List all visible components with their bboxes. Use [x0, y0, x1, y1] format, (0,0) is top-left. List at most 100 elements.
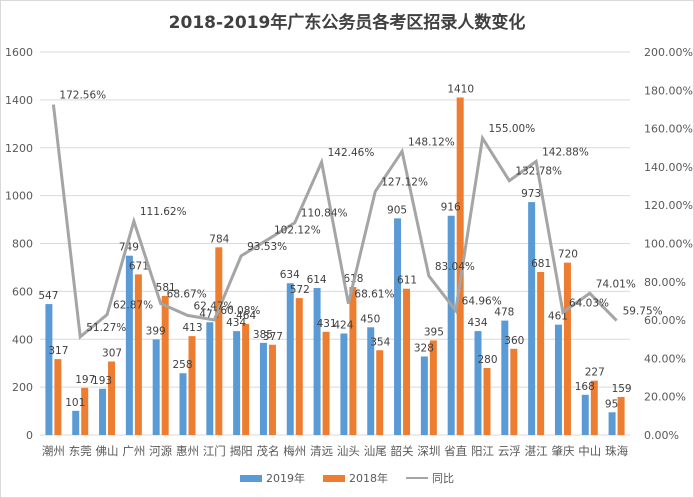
svg-text:399: 399 — [146, 325, 166, 337]
legend-2019: 2019年 — [240, 470, 305, 486]
svg-text:深圳: 深圳 — [417, 444, 440, 458]
svg-text:83.04%: 83.04% — [435, 261, 475, 273]
svg-text:258: 258 — [172, 359, 192, 371]
svg-text:1410: 1410 — [447, 83, 474, 95]
svg-text:51.27%: 51.27% — [86, 322, 126, 334]
svg-text:74.01%: 74.01% — [596, 278, 636, 290]
svg-text:784: 784 — [209, 233, 229, 245]
svg-text:424: 424 — [333, 320, 353, 332]
svg-text:905: 905 — [387, 204, 407, 216]
svg-text:江门: 江门 — [203, 444, 226, 458]
svg-text:160.00%: 160.00% — [644, 123, 693, 136]
svg-text:68.61%: 68.61% — [354, 289, 394, 301]
svg-text:572: 572 — [290, 284, 310, 296]
svg-text:611: 611 — [397, 275, 417, 287]
chart-title: 2018-2019年广东公务员各考区招录人数变化 — [168, 13, 526, 33]
svg-text:潮州: 潮州 — [42, 444, 65, 458]
svg-text:111.62%: 111.62% — [140, 206, 187, 218]
svg-text:64.96%: 64.96% — [462, 296, 502, 308]
svg-text:464: 464 — [236, 310, 256, 322]
svg-text:100.00%: 100.00% — [644, 238, 693, 251]
svg-text:101: 101 — [65, 397, 85, 409]
svg-text:148.12%: 148.12% — [408, 136, 455, 148]
svg-text:614: 614 — [307, 274, 327, 286]
svg-text:95: 95 — [605, 398, 618, 410]
svg-text:127.12%: 127.12% — [381, 177, 428, 189]
svg-text:0: 0 — [26, 429, 33, 442]
svg-text:揭阳: 揭阳 — [230, 444, 253, 458]
svg-text:64.03%: 64.03% — [569, 297, 609, 309]
svg-text:360: 360 — [504, 335, 524, 347]
svg-text:132.78%: 132.78% — [515, 166, 562, 178]
svg-text:汕尾: 汕尾 — [364, 444, 387, 458]
legend-line-yoy — [406, 477, 428, 479]
svg-text:142.46%: 142.46% — [328, 147, 375, 159]
svg-text:916: 916 — [441, 202, 461, 214]
svg-text:珠海: 珠海 — [605, 444, 628, 458]
svg-text:434: 434 — [467, 317, 487, 329]
svg-text:671: 671 — [129, 260, 149, 272]
svg-text:142.88%: 142.88% — [542, 146, 589, 158]
svg-text:354: 354 — [370, 336, 390, 348]
svg-text:547: 547 — [38, 290, 58, 302]
svg-text:634: 634 — [280, 269, 300, 281]
svg-text:197: 197 — [75, 374, 95, 386]
svg-text:省直: 省直 — [444, 444, 467, 458]
svg-text:395: 395 — [424, 326, 444, 338]
svg-text:68.67%: 68.67% — [167, 288, 207, 300]
svg-text:478: 478 — [494, 307, 514, 319]
svg-text:惠州: 惠州 — [176, 444, 199, 458]
svg-text:东莞: 东莞 — [69, 444, 92, 458]
svg-text:茂名: 茂名 — [256, 444, 279, 458]
svg-text:0.00%: 0.00% — [644, 429, 679, 442]
svg-text:110.84%: 110.84% — [301, 208, 348, 220]
svg-text:梅州: 梅州 — [283, 444, 306, 458]
svg-text:汕头: 汕头 — [337, 444, 360, 458]
svg-text:河源: 河源 — [149, 444, 172, 458]
svg-text:431: 431 — [317, 318, 337, 330]
svg-text:681: 681 — [531, 258, 551, 270]
svg-text:800: 800 — [12, 238, 33, 251]
svg-text:阳江: 阳江 — [471, 444, 494, 458]
svg-text:385: 385 — [253, 329, 273, 341]
svg-text:434: 434 — [226, 317, 246, 329]
svg-text:200.00%: 200.00% — [644, 46, 693, 59]
svg-text:湛江: 湛江 — [525, 444, 548, 458]
svg-text:450: 450 — [360, 313, 380, 325]
svg-text:1000: 1000 — [5, 190, 33, 203]
legend-2018: 2018年 — [323, 470, 388, 486]
legend-yoy: 同比 — [406, 470, 454, 486]
svg-text:1600: 1600 — [5, 46, 33, 59]
svg-text:1400: 1400 — [5, 94, 33, 107]
svg-text:80.00%: 80.00% — [644, 276, 686, 289]
svg-text:400: 400 — [12, 333, 33, 346]
svg-text:云浮: 云浮 — [498, 444, 521, 458]
svg-text:62.47%: 62.47% — [194, 300, 234, 312]
svg-text:720: 720 — [558, 249, 578, 261]
svg-text:200: 200 — [12, 381, 33, 394]
svg-text:韶关: 韶关 — [391, 444, 414, 458]
svg-text:93.53%: 93.53% — [247, 241, 287, 253]
svg-text:307: 307 — [102, 348, 122, 360]
svg-text:肇庆: 肇庆 — [551, 444, 574, 458]
svg-text:清远: 清远 — [310, 444, 333, 458]
svg-text:168: 168 — [575, 381, 595, 393]
svg-text:60.00%: 60.00% — [644, 314, 686, 327]
legend-swatch-2019 — [240, 474, 262, 482]
svg-text:20.00%: 20.00% — [644, 391, 686, 404]
svg-text:62.87%: 62.87% — [113, 300, 153, 312]
svg-text:973: 973 — [521, 188, 541, 200]
svg-text:600: 600 — [12, 285, 33, 298]
svg-text:40.00%: 40.00% — [644, 352, 686, 365]
svg-text:1200: 1200 — [5, 142, 33, 155]
svg-text:581: 581 — [156, 282, 176, 294]
svg-text:317: 317 — [48, 345, 68, 357]
svg-text:155.00%: 155.00% — [489, 123, 536, 135]
svg-text:120.00%: 120.00% — [644, 199, 693, 212]
svg-text:193: 193 — [92, 375, 112, 387]
svg-text:中山: 中山 — [578, 444, 601, 458]
chart-plot: 0 200 400 600 800 1000 1200 1400 1600 0.00% 20.00%… — [5, 46, 693, 458]
svg-text:227: 227 — [585, 367, 605, 379]
svg-text:180.00%: 180.00% — [644, 84, 693, 97]
svg-text:328: 328 — [414, 342, 434, 354]
